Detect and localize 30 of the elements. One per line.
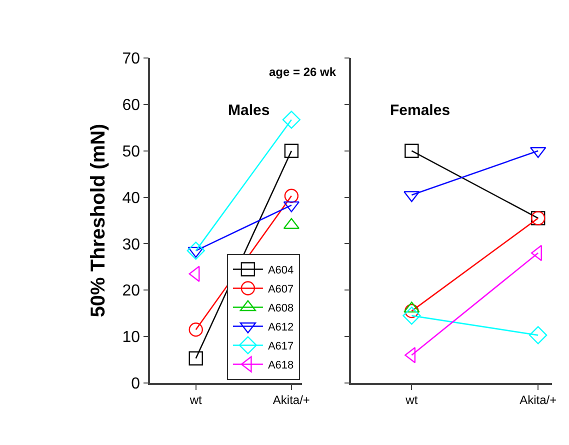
point xyxy=(188,322,203,337)
point xyxy=(282,110,300,129)
point xyxy=(402,306,421,325)
x-tick-label: Akita/+ xyxy=(520,393,557,408)
y-tick-label: 20 xyxy=(122,282,140,300)
text: Males xyxy=(228,102,270,119)
point xyxy=(188,351,203,366)
legend-label: A617 xyxy=(268,340,294,353)
y-tick-label: 70 xyxy=(122,50,140,68)
point xyxy=(284,188,299,203)
legend-label: A607 xyxy=(268,284,294,296)
y-tick-label: 60 xyxy=(122,97,140,114)
text: Females xyxy=(390,102,450,119)
legend-label: A612 xyxy=(268,322,294,334)
y-axis-title: 50% Threshold (mN) xyxy=(87,124,110,318)
y-tick-label: 10 xyxy=(122,329,140,346)
x-tick-label: wt xyxy=(188,393,203,408)
annotation: age = 26 wk xyxy=(269,65,336,79)
point xyxy=(284,144,299,158)
y-tick-label: 0 xyxy=(131,376,140,393)
x-tick-label: Akita/+ xyxy=(272,393,310,408)
y-tick-label: 50 xyxy=(122,143,140,160)
legend-label: A618 xyxy=(268,360,294,372)
legend-label: A604 xyxy=(268,264,294,277)
point xyxy=(404,144,419,158)
y-tick-label: 30 xyxy=(122,236,140,254)
point xyxy=(529,326,548,344)
y-tick-label: 40 xyxy=(122,190,140,207)
legend-label: A608 xyxy=(268,302,294,315)
x-tick-label: wt xyxy=(404,393,418,408)
